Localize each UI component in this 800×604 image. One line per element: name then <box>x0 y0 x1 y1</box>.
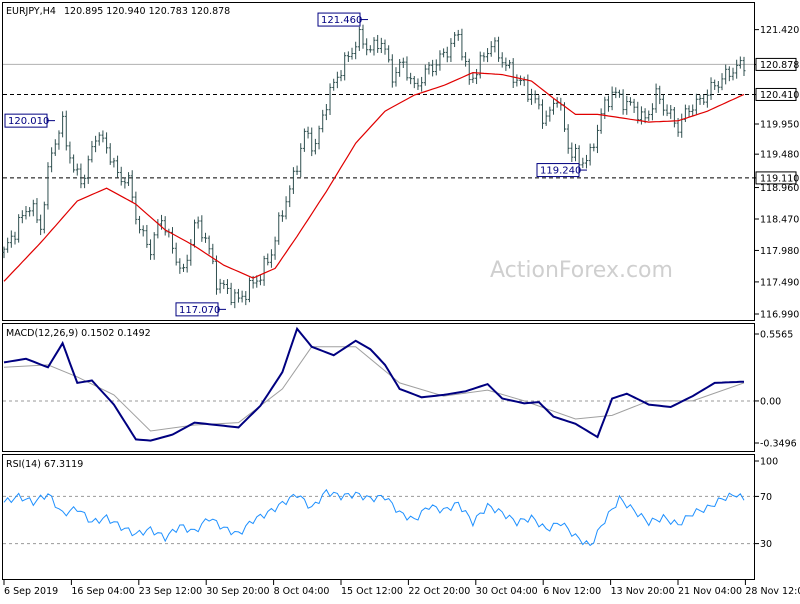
ohlc-header: 120.895 120.940 120.783 120.878 <box>64 6 230 17</box>
annotation-label: 119.240 <box>540 166 581 177</box>
time-tick-label: 13 Nov 20:00 <box>611 586 675 597</box>
price-tick-label: 119.110 <box>760 173 799 184</box>
time-tick-label: 16 Sep 04:00 <box>71 586 134 597</box>
macd-tick-label: 0.5565 <box>760 330 793 341</box>
price-tick-label: 121.420 <box>760 25 799 36</box>
price-annotations: 120.010 121.460 117.070 119.240 <box>4 12 587 317</box>
price-tick-label: 120.878 <box>760 60 799 71</box>
time-tick-label: 8 Oct 04:00 <box>274 586 330 597</box>
rsi-line <box>3 488 745 547</box>
price-tag-box <box>755 87 797 101</box>
time-tick-label: 21 Nov 04:00 <box>678 586 742 597</box>
time-tick-label: 22 Oct 20:00 <box>408 586 470 597</box>
price-tick-label: 119.480 <box>760 150 799 161</box>
rsi-tick-label: 30 <box>760 539 772 550</box>
time-axis: 6 Sep 2019 16 Sep 04:00 23 Sep 12:00 30 Sep… <box>3 580 800 597</box>
watermark-text: ActionForex.com <box>490 258 673 283</box>
time-tick-label: 30 Sep 20:00 <box>206 586 269 597</box>
price-tick-label: 117.490 <box>760 277 799 288</box>
time-tick-label: 23 Sep 12:00 <box>139 586 202 597</box>
rsi-title: RSI(14) 67.3119 <box>6 459 83 470</box>
rsi-pane <box>2 454 755 580</box>
rsi-layer: 100 70 30 <box>3 457 778 550</box>
time-tick-label: 6 Nov 12:00 <box>543 586 601 597</box>
time-tick-label: 15 Oct 12:00 <box>341 586 403 597</box>
price-tick-label: 117.980 <box>760 246 799 257</box>
annotation-label: 117.070 <box>179 305 220 316</box>
annotation-label: 120.010 <box>8 116 49 127</box>
price-bars <box>2 24 746 309</box>
macd-signal-line <box>3 346 745 432</box>
price-tag-box <box>755 57 797 71</box>
annotation-label: 121.460 <box>321 15 362 26</box>
macd-tick-label: 0.00 <box>760 396 781 407</box>
macd-layer: 0.5565 0.00 -0.3496 <box>3 326 797 450</box>
rsi-tick-label: 100 <box>760 457 778 468</box>
rsi-tick-label: 70 <box>760 492 772 503</box>
time-tick-label: 30 Oct 04:00 <box>476 586 538 597</box>
moving-average <box>3 71 745 282</box>
price-tick-label: 116.990 <box>760 310 799 321</box>
price-tag-box <box>755 171 797 185</box>
macd-main-line <box>3 326 745 442</box>
macd-title: MACD(12,26,9) 0.1502 0.1492 <box>6 328 151 339</box>
price-tick-label: 118.960 <box>760 183 799 194</box>
macd-pane <box>2 323 755 452</box>
moving-average-line <box>3 71 745 282</box>
price-levels <box>3 63 754 179</box>
price-tick-label: 120.410 <box>760 90 799 101</box>
price-tick-label: 119.950 <box>760 119 799 130</box>
price-tick-label: 118.470 <box>760 214 799 225</box>
time-tick-label: 28 Nov 12:00 <box>745 586 800 597</box>
macd-tick-label: -0.3496 <box>760 439 797 450</box>
price-pane <box>2 2 755 321</box>
chart-symbol-title: EURJPY,H4 <box>6 6 56 17</box>
price-axis: 121.420 120.878 120.410 119.950 119.480 119.1… <box>754 25 799 321</box>
time-tick-label: 6 Sep 2019 <box>4 586 58 597</box>
